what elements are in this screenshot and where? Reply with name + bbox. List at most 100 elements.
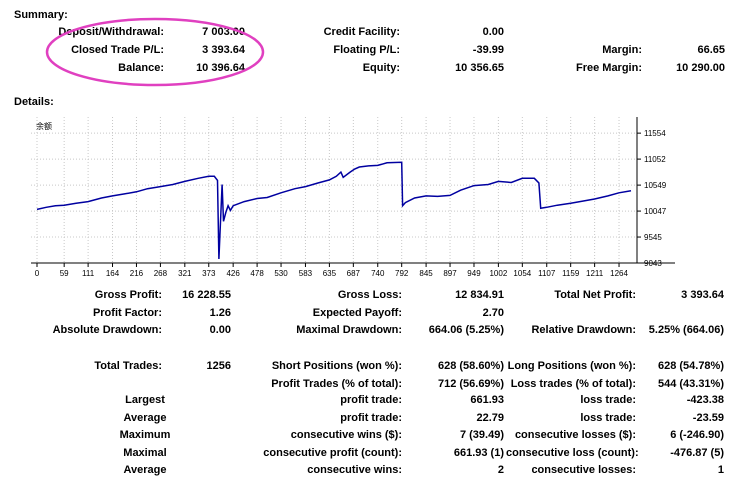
extreme-label: consecutive profit (count): — [263, 447, 402, 459]
x-tick-label: 111 — [82, 269, 95, 278]
extreme-value: 2 — [497, 464, 504, 476]
closed-pl-value: 3 393.64 — [202, 44, 245, 56]
extreme-value: 1 — [717, 464, 724, 476]
y-tick-label: 9043 — [644, 259, 662, 268]
x-tick-label: 583 — [299, 269, 313, 278]
extreme-label: consecutive losses: — [531, 464, 636, 476]
series-group — [36, 161, 632, 260]
stat-value: 16 228.55 — [182, 289, 231, 301]
total-trades-label: Total Trades: — [94, 360, 162, 372]
profit-trades-label: Profit Trades (% of total): — [271, 378, 402, 390]
x-tick-label: 949 — [467, 269, 481, 278]
stat-label: Maximal Drawdown: — [296, 324, 402, 336]
stat-label: Gross Loss: — [337, 289, 402, 301]
extreme-label: loss trade: — [580, 412, 636, 424]
x-tick-label: 321 — [178, 269, 192, 278]
equity-label: Equity: — [362, 62, 400, 74]
y-tick-label: 10549 — [644, 181, 667, 190]
x-tick-label: 216 — [130, 269, 144, 278]
summary-section-title: Summary: — [14, 9, 68, 21]
balance-chart-svg: 余额 11554 11052 10549 10047 9545 9043 0 59 111 16… — [30, 116, 676, 283]
credit-facility-value: 0.00 — [482, 26, 504, 38]
extreme-value: -423.38 — [686, 394, 724, 406]
closed-pl-label: Closed Trade P/L: — [71, 44, 164, 56]
stat-label: Gross Profit: — [94, 289, 162, 301]
extreme-label: profit trade: — [340, 394, 402, 406]
x-tick-label: 687 — [347, 269, 361, 278]
x-tick-label: 530 — [274, 269, 288, 278]
long-positions-value: 628 (54.78%) — [657, 360, 724, 372]
short-positions-label: Short Positions (won %): — [271, 360, 402, 372]
x-tick-label: 740 — [371, 269, 385, 278]
extreme-label: consecutive wins: — [307, 464, 402, 476]
x-tick-label: 1002 — [489, 269, 507, 278]
balance-chart: 余额 11554 11052 10549 10047 9545 9043 0 59 111 16… — [30, 116, 676, 283]
extreme-label: profit trade: — [340, 412, 402, 424]
deposit-label: Deposit/Withdrawal: — [58, 26, 164, 38]
x-tick-label: 268 — [154, 269, 168, 278]
total-trades-value: 1256 — [206, 360, 231, 372]
details-section-title: Details: — [14, 96, 54, 108]
stat-label: Profit Factor: — [92, 307, 162, 319]
extreme-label: loss trade: — [580, 394, 636, 406]
extreme-category: Average — [123, 412, 167, 424]
balance-line — [36, 161, 632, 260]
balance-label: Balance: — [118, 62, 164, 74]
stat-value: 1.26 — [209, 307, 231, 319]
extreme-category: Largest — [125, 394, 165, 406]
x-tick-label: 0 — [35, 269, 40, 278]
loss-trades-label: Loss trades (% of total): — [510, 378, 636, 390]
x-tick-label: 1107 — [538, 269, 556, 278]
x-tick-label: 59 — [60, 269, 69, 278]
highlight-ellipse — [45, 17, 265, 87]
stat-value: 664.06 (5.25%) — [428, 324, 504, 336]
balance-value: 10 396.64 — [196, 62, 245, 74]
chart-title: 余额 — [36, 121, 52, 131]
extreme-category: Average — [123, 464, 167, 476]
stat-label: Total Net Profit: — [554, 289, 636, 301]
stat-value: 5.25% (664.06) — [648, 324, 724, 336]
stat-value: 0.00 — [209, 324, 231, 336]
x-tick-label: 478 — [250, 269, 264, 278]
x-tick-label: 792 — [395, 269, 409, 278]
extreme-label: consecutive losses ($): — [514, 429, 636, 441]
x-tick-label: 426 — [226, 269, 240, 278]
stat-value: 3 393.64 — [681, 289, 724, 301]
x-tick-label: 373 — [202, 269, 216, 278]
x-tick-label: 897 — [443, 269, 457, 278]
y-tick-label: 10047 — [644, 207, 667, 216]
extreme-label: consecutive loss (count): — [506, 447, 639, 459]
extreme-value: -23.59 — [692, 412, 724, 424]
x-tick-label: 1264 — [610, 269, 628, 278]
x-tick-label: 1211 — [586, 269, 604, 278]
x-tick-label: 164 — [106, 269, 120, 278]
extreme-category: Maximal — [123, 447, 167, 459]
floating-pl-value: -39.99 — [472, 44, 504, 56]
short-positions-value: 628 (58.60%) — [437, 360, 504, 372]
loss-trades-value: 544 (43.31%) — [657, 378, 724, 390]
x-tick-label: 845 — [419, 269, 433, 278]
y-tick-label: 11554 — [644, 129, 666, 138]
x-tick-label: 1054 — [513, 269, 531, 278]
y-tick-label: 9545 — [644, 233, 662, 242]
stat-label: Absolute Drawdown: — [52, 324, 162, 336]
x-tick-label: 635 — [323, 269, 337, 278]
stat-label: Relative Drawdown: — [531, 324, 636, 336]
stat-value: 2.70 — [482, 307, 504, 319]
extreme-value: 22.79 — [476, 412, 504, 424]
margin-value: 66.65 — [697, 44, 725, 56]
y-tick-label: 11052 — [644, 155, 666, 164]
extreme-category: Maximum — [119, 429, 171, 441]
free-margin-value: 10 290.00 — [676, 62, 725, 74]
x-ticks: 0 59 111 164 216 268 321 373 426 478 530 583 635 687 7… — [35, 263, 628, 278]
stat-value: 12 834.91 — [455, 289, 504, 301]
credit-facility-label: Credit Facility: — [323, 26, 400, 38]
long-positions-label: Long Positions (won %): — [507, 360, 636, 372]
free-margin-label: Free Margin: — [575, 62, 642, 74]
stat-label: Expected Payoff: — [312, 307, 402, 319]
extreme-label: consecutive wins ($): — [290, 429, 402, 441]
x-tick-label: 1159 — [562, 269, 580, 278]
extreme-value: 661.93 (1) — [453, 447, 504, 459]
y-ticks: 11554 11052 10549 10047 9545 9043 — [637, 129, 667, 268]
margin-label: Margin: — [602, 44, 642, 56]
